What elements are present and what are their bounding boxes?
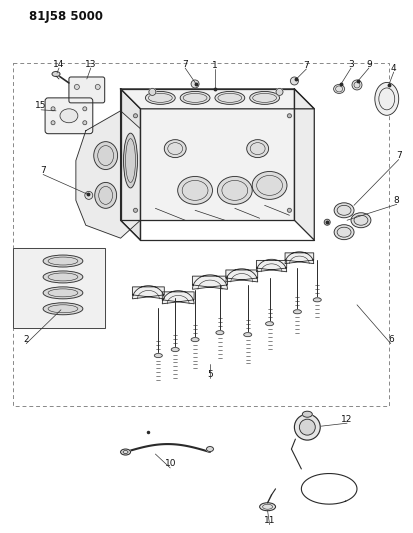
Circle shape	[83, 107, 87, 111]
Circle shape	[351, 80, 361, 90]
Text: 2: 2	[24, 335, 29, 344]
Circle shape	[299, 419, 315, 435]
Ellipse shape	[217, 176, 252, 204]
Polygon shape	[120, 89, 294, 220]
Circle shape	[85, 191, 93, 199]
Ellipse shape	[191, 337, 199, 342]
Ellipse shape	[43, 303, 83, 315]
Polygon shape	[76, 111, 140, 238]
Text: 1: 1	[211, 61, 217, 69]
Ellipse shape	[333, 203, 353, 218]
Ellipse shape	[333, 84, 344, 93]
Circle shape	[133, 208, 137, 212]
Text: 8: 8	[393, 196, 399, 205]
Ellipse shape	[206, 447, 213, 451]
Polygon shape	[162, 290, 194, 304]
Text: 7: 7	[182, 60, 188, 69]
FancyBboxPatch shape	[45, 98, 93, 134]
Text: 4: 4	[390, 63, 396, 72]
Text: 9: 9	[365, 60, 371, 69]
Ellipse shape	[60, 109, 78, 123]
Polygon shape	[120, 89, 313, 109]
Ellipse shape	[180, 92, 209, 104]
Ellipse shape	[313, 298, 320, 302]
Circle shape	[287, 208, 291, 212]
Text: 6: 6	[387, 335, 393, 344]
Circle shape	[74, 84, 79, 90]
Circle shape	[290, 77, 298, 85]
Polygon shape	[120, 89, 140, 240]
Text: 11: 11	[263, 516, 275, 525]
Text: 7: 7	[303, 61, 309, 69]
Ellipse shape	[120, 449, 130, 455]
Ellipse shape	[154, 353, 162, 358]
Circle shape	[275, 88, 282, 95]
Ellipse shape	[123, 133, 137, 188]
Circle shape	[83, 121, 87, 125]
Ellipse shape	[333, 225, 353, 240]
Polygon shape	[256, 260, 286, 272]
Polygon shape	[225, 269, 257, 282]
Ellipse shape	[43, 255, 83, 267]
Ellipse shape	[350, 213, 370, 228]
Circle shape	[51, 107, 55, 111]
Bar	[13, 248, 104, 328]
Text: 13: 13	[85, 60, 96, 69]
Circle shape	[149, 88, 155, 95]
Circle shape	[191, 80, 199, 88]
Ellipse shape	[259, 503, 275, 511]
Bar	[13, 63, 388, 406]
Ellipse shape	[164, 140, 186, 158]
Ellipse shape	[93, 142, 117, 169]
Polygon shape	[132, 286, 164, 299]
Bar	[13, 248, 104, 328]
Text: 15: 15	[35, 101, 47, 110]
Ellipse shape	[301, 411, 311, 417]
Circle shape	[294, 414, 320, 440]
Ellipse shape	[177, 176, 212, 204]
Ellipse shape	[216, 330, 223, 335]
Circle shape	[51, 121, 55, 125]
Ellipse shape	[171, 348, 179, 352]
Ellipse shape	[293, 310, 301, 314]
Ellipse shape	[95, 182, 116, 208]
Circle shape	[133, 114, 137, 118]
Ellipse shape	[43, 287, 83, 299]
Circle shape	[95, 84, 100, 90]
Ellipse shape	[252, 172, 286, 199]
Text: 14: 14	[53, 60, 64, 69]
Ellipse shape	[52, 71, 60, 77]
Text: 7: 7	[395, 151, 401, 160]
Ellipse shape	[374, 83, 398, 115]
Ellipse shape	[246, 140, 268, 158]
Text: 81J58 5000: 81J58 5000	[29, 10, 103, 23]
Text: 10: 10	[164, 459, 176, 469]
Circle shape	[323, 219, 330, 225]
Ellipse shape	[145, 92, 175, 104]
Text: 12: 12	[341, 415, 352, 424]
Ellipse shape	[265, 322, 273, 326]
Polygon shape	[192, 275, 227, 289]
Text: 7: 7	[40, 166, 46, 175]
FancyBboxPatch shape	[69, 77, 104, 103]
Ellipse shape	[249, 92, 279, 104]
Ellipse shape	[243, 333, 251, 337]
Ellipse shape	[43, 271, 83, 283]
Circle shape	[287, 114, 291, 118]
Text: 5: 5	[206, 370, 212, 379]
Text: 3: 3	[347, 60, 353, 69]
Ellipse shape	[214, 92, 244, 104]
Polygon shape	[285, 252, 313, 264]
Polygon shape	[294, 89, 313, 240]
